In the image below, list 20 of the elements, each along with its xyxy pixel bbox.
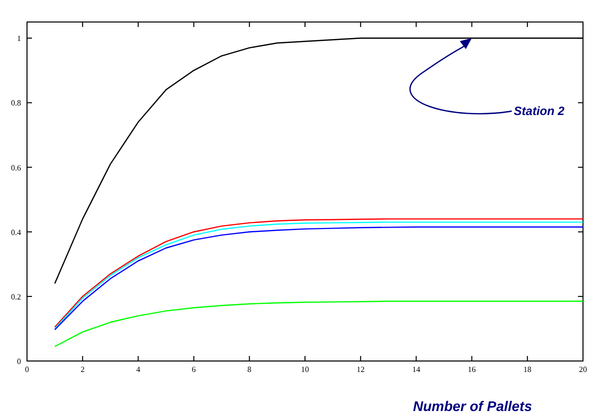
y-tick-label: 0 — [17, 357, 21, 366]
x-tick-label: 18 — [523, 365, 532, 374]
x-tick-label: 12 — [356, 365, 365, 374]
y-tick-label: 0.2 — [11, 292, 21, 302]
x-tick-label: 0 — [25, 365, 29, 374]
x-tick-label: 16 — [468, 365, 476, 374]
y-tick-label: 1 — [17, 34, 21, 44]
x-tick-label: 20 — [579, 365, 587, 374]
x-tick-label: 2 — [80, 365, 85, 374]
x-tick-label: 14 — [412, 365, 420, 374]
x-tick-label: 6 — [192, 365, 196, 374]
x-axis-title: Number of Pallets — [412, 398, 532, 414]
annotation: Station 2 — [514, 104, 565, 118]
y-tick-label: 0.4 — [11, 228, 21, 237]
y-tick-label: 0.6 — [11, 163, 21, 172]
x-tick-label: 4 — [136, 365, 140, 374]
x-tick-label: 8 — [247, 365, 252, 374]
x-tick-label: 10 — [301, 365, 309, 374]
line-series — [54, 300, 584, 348]
y-tick-label: 0.8 — [11, 98, 21, 108]
